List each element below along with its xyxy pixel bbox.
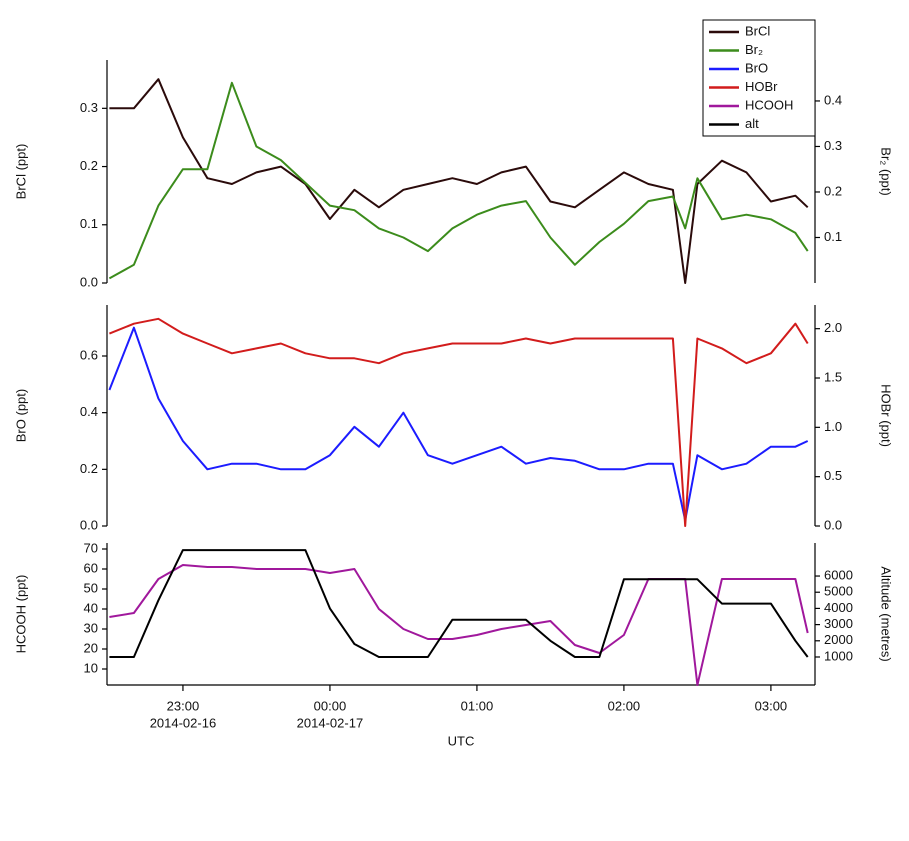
y2-tick-label: 1000: [824, 648, 853, 663]
y-tick-label: 0.3: [80, 100, 98, 115]
y-tick-label: 30: [84, 620, 98, 635]
y-tick-label: 70: [84, 540, 98, 555]
legend-label: BrO: [745, 60, 768, 75]
y-tick-label: 0.6: [80, 347, 98, 362]
series-line: [108, 326, 809, 522]
y-axis-label: BrO (ppt): [13, 389, 28, 442]
series-line: [109, 564, 809, 686]
y-axis-label: BrCl (ppt): [13, 144, 28, 200]
y2-tick-label: 0.3: [824, 138, 842, 153]
legend-label: BrCl: [745, 23, 770, 38]
legend-label: alt: [745, 116, 759, 131]
y2-tick-label: 4000: [824, 600, 853, 615]
y2-tick-label: 2000: [824, 632, 853, 647]
x-tick-label: 01:00: [461, 698, 494, 713]
y2-tick-label: 5000: [824, 584, 853, 599]
y2-tick-label: 1.5: [824, 369, 842, 384]
y-tick-label: 20: [84, 640, 98, 655]
y2-tick-label: 2.0: [824, 320, 842, 335]
y2-axis-label: HOBr (ppt): [879, 384, 894, 447]
y2-tick-label: 0.1: [824, 229, 842, 244]
legend-box: [702, 19, 816, 137]
y2-tick-label: 6000: [824, 567, 853, 582]
y-tick-label: 40: [84, 600, 98, 615]
series-line: [108, 81, 809, 280]
y2-tick-label: 3000: [824, 616, 853, 631]
legend-label: Br₂: [745, 42, 763, 57]
y-tick-label: 0.4: [80, 404, 98, 419]
series-line: [109, 317, 809, 527]
legend-label: HOBr: [745, 79, 778, 94]
y2-tick-label: 1.0: [824, 419, 842, 434]
y-tick-label: 10: [84, 660, 98, 675]
y-tick-label: 0.2: [80, 461, 98, 476]
x-tick-date: 2014-02-16: [150, 715, 217, 730]
x-tick-label: 23:00: [167, 698, 200, 713]
y2-tick-label: 0.4: [824, 92, 842, 107]
y-tick-label: 50: [84, 580, 98, 595]
x-tick-label: 03:00: [755, 698, 788, 713]
x-tick-label: 02:00: [608, 698, 641, 713]
x-tick-date: 2014-02-17: [297, 715, 364, 730]
y2-tick-label: 0.5: [824, 468, 842, 483]
y2-tick-label: 0.2: [824, 183, 842, 198]
y-axis-label: HCOOH (ppt): [13, 575, 28, 654]
y2-axis-label: Altitude (metres): [879, 566, 894, 661]
series-line: [109, 78, 809, 284]
y2-tick-label: 0.0: [824, 517, 842, 532]
y-tick-label: 0.0: [80, 274, 98, 289]
legend-label: HCOOH: [745, 97, 793, 112]
y-tick-label: 0.1: [80, 216, 98, 231]
x-tick-label: 00:00: [314, 698, 347, 713]
y-tick-label: 60: [84, 560, 98, 575]
y-tick-label: 0.2: [80, 158, 98, 173]
series-line: [109, 549, 809, 658]
y2-axis-label: Br₂ (ppt): [879, 147, 894, 195]
y-tick-label: 0.0: [80, 517, 98, 532]
x-axis-label: UTC: [448, 733, 475, 748]
